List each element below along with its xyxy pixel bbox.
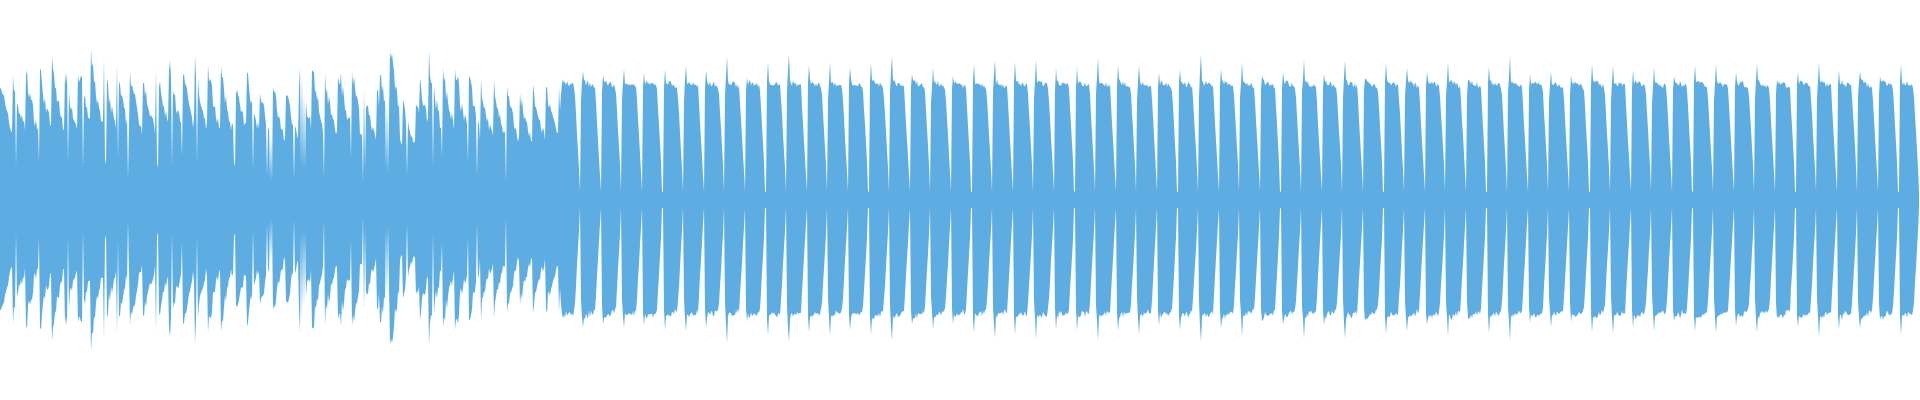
waveform-area [0, 49, 1919, 351]
